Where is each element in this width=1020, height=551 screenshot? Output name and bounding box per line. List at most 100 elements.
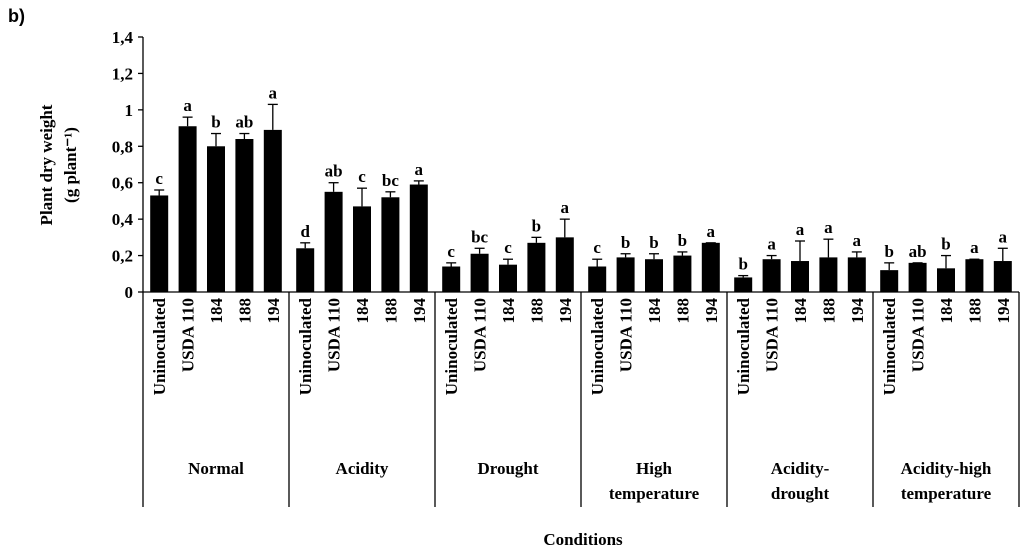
y-axis-label: Plant dry weight [37, 104, 56, 225]
x-tick-label: USDA 110 [325, 298, 344, 372]
x-tick-label: Uninoculated [734, 297, 753, 395]
significance-letter: bc [471, 227, 488, 246]
x-tick-label: USDA 110 [617, 298, 636, 372]
bar [150, 195, 169, 292]
significance-letter: b [678, 231, 687, 250]
x-tick-label: 188 [381, 298, 400, 324]
bar [762, 259, 781, 292]
x-tick-label: 188 [673, 298, 692, 324]
bar [819, 257, 838, 292]
significance-letter: c [593, 238, 601, 257]
significance-letter: b [884, 242, 893, 261]
x-tick-label: 194 [264, 298, 283, 324]
bar [470, 253, 489, 292]
bar [207, 146, 225, 292]
y-tick-label: 0,4 [112, 210, 134, 229]
significance-letter: b [621, 233, 630, 252]
bar [616, 257, 635, 292]
significance-letter: b [649, 233, 658, 252]
bar [324, 191, 343, 292]
x-tick-label: 184 [207, 298, 226, 324]
x-tick-label: 188 [819, 298, 838, 324]
bar [880, 270, 899, 292]
significance-letter: d [300, 222, 310, 241]
x-tick-label: 184 [937, 298, 956, 324]
bar [527, 242, 546, 292]
significance-letter: b [941, 235, 950, 254]
x-tick-label: USDA 110 [179, 298, 198, 372]
x-tick-label: 194 [556, 298, 575, 324]
x-tick-label: 194 [702, 298, 721, 324]
bar [993, 261, 1012, 292]
x-tick-label: USDA 110 [471, 298, 490, 372]
x-tick-label: 184 [791, 298, 810, 324]
bar [937, 268, 955, 292]
bar [409, 184, 428, 292]
significance-letter: a [707, 222, 716, 241]
significance-letter: c [155, 169, 163, 188]
group-label: Acidity [336, 459, 389, 478]
group-label: High [636, 459, 672, 478]
x-tick-label: 184 [499, 298, 518, 324]
x-tick-label: Uninoculated [150, 297, 169, 395]
x-tick-label: Uninoculated [588, 297, 607, 395]
bar [442, 266, 461, 292]
bar [353, 206, 371, 292]
x-tick-label: USDA 110 [909, 298, 928, 372]
significance-letter: c [358, 167, 366, 186]
bar [965, 259, 984, 292]
bar [908, 262, 927, 292]
group-label: Drought [477, 459, 538, 478]
group-label: temperature [609, 484, 700, 503]
significance-letter: a [970, 238, 979, 257]
y-tick-label: 0,8 [112, 137, 133, 156]
y-axis-label: (g plant⁻¹) [61, 127, 80, 203]
significance-letter: b [532, 216, 541, 235]
group-label: Normal [188, 459, 244, 478]
bar [381, 197, 400, 292]
y-tick-label: 0,2 [112, 247, 133, 266]
bar [734, 277, 753, 292]
x-tick-label: Uninoculated [442, 297, 461, 395]
bar [178, 126, 197, 292]
group-label: Acidity-high [901, 459, 992, 478]
x-tick-label: 194 [848, 298, 867, 324]
significance-letter: a [767, 235, 776, 254]
significance-letter: c [447, 242, 455, 261]
bar [701, 242, 720, 292]
significance-letter: a [561, 198, 570, 217]
significance-letter: c [504, 238, 512, 257]
bar [235, 139, 254, 292]
significance-letter: a [824, 218, 833, 237]
group-label: drought [771, 484, 830, 503]
significance-letter: b [211, 113, 220, 132]
x-tick-label: 184 [645, 298, 664, 324]
bar [673, 255, 692, 292]
x-tick-label: 184 [353, 298, 372, 324]
bar [847, 257, 866, 292]
significance-letter: ab [909, 242, 927, 261]
x-tick-label: 194 [410, 298, 429, 324]
significance-letter: a [269, 83, 278, 102]
x-tick-label: 188 [235, 298, 254, 324]
x-tick-label: Uninoculated [880, 297, 899, 395]
significance-letter: a [999, 227, 1008, 246]
bar [555, 237, 574, 292]
bar [645, 259, 663, 292]
x-tick-label: USDA 110 [763, 298, 782, 372]
y-tick-label: 0 [125, 283, 134, 302]
x-axis-label: Conditions [543, 530, 623, 549]
significance-letter: a [415, 160, 424, 179]
significance-letter: a [183, 96, 192, 115]
panel-label: b) [8, 6, 25, 26]
significance-letter: a [853, 231, 862, 250]
x-tick-label: 188 [527, 298, 546, 324]
bar [588, 266, 607, 292]
bar [263, 129, 282, 292]
group-label: Acidity- [771, 459, 830, 478]
bar [499, 264, 517, 292]
significance-letter: ab [235, 113, 253, 132]
significance-letter: b [738, 255, 747, 274]
y-tick-label: 1,4 [112, 28, 134, 47]
